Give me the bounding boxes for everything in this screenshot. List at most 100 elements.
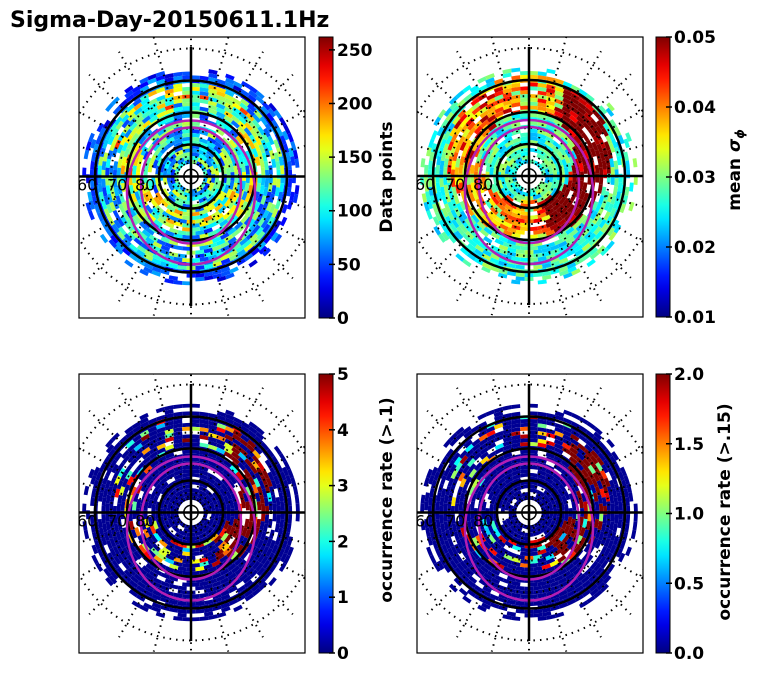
heatmap-cell: [95, 471, 103, 481]
heatmap-cell: [520, 484, 529, 490]
heatmap-cell: [231, 438, 242, 447]
heatmap-cell: [544, 204, 554, 212]
heatmap-cell: [83, 485, 90, 496]
heatmap-cell: [562, 434, 572, 442]
heatmap-cell: [454, 125, 463, 136]
heatmap-cell: [535, 524, 544, 532]
heatmap-cell: [229, 129, 239, 138]
heatmap-cell: [503, 472, 513, 481]
heatmap-cell: [570, 433, 580, 442]
heatmap-cell: [591, 477, 599, 488]
heatmap-cell: [88, 210, 95, 221]
lat-label-70: 70: [445, 175, 465, 194]
heatmap-cell: [164, 520, 172, 530]
heatmap-cell: [203, 215, 213, 222]
heatmap-cell: [613, 160, 619, 170]
heatmap-cell: [92, 479, 100, 490]
heatmap-cell: [553, 225, 563, 234]
heatmap-cell: [207, 242, 218, 249]
heatmap-cell: [85, 141, 92, 151]
heatmap-cell: [158, 141, 168, 150]
heatmap-cell: [563, 188, 571, 198]
heatmap-cell: [135, 116, 145, 125]
heatmap-cell: [529, 113, 538, 118]
heatmap-cell: [554, 78, 565, 85]
colorbar-tick-label: 1: [337, 588, 349, 608]
heatmap-cell: [486, 105, 497, 114]
heatmap-cell: [255, 95, 265, 105]
heatmap-cell: [479, 565, 490, 574]
heatmap-cell: [214, 203, 224, 212]
heatmap-cell: [430, 466, 439, 477]
heatmap-cell: [481, 261, 492, 270]
heatmap-cell: [583, 230, 593, 240]
heatmap-cell: [142, 192, 150, 203]
heatmap-cell: [572, 220, 582, 230]
heatmap-cell: [227, 572, 237, 581]
heatmap-cell: [145, 236, 155, 245]
heatmap-cell: [490, 158, 497, 169]
heatmap-cell: [457, 135, 466, 146]
heatmap-cell: [151, 606, 161, 613]
heatmap-cell: [455, 431, 465, 441]
heatmap-cell: [107, 135, 115, 146]
heatmap-cell: [140, 482, 149, 492]
heatmap-cell: [152, 577, 163, 585]
heatmap-cell: [224, 93, 234, 102]
heatmap-cell: [593, 518, 600, 529]
heatmap-cell: [275, 463, 284, 473]
heatmap-cell: [249, 512, 254, 522]
heatmap-cell: [532, 193, 542, 200]
heatmap-cell: [537, 423, 547, 429]
heatmap-cell: [191, 426, 200, 432]
heatmap-cell: [471, 478, 480, 489]
heatmap-cell: [537, 438, 547, 445]
heatmap-cell: [569, 442, 580, 451]
heatmap-cell: [496, 526, 505, 536]
heatmap-cell: [279, 518, 285, 529]
heatmap-cell: [467, 463, 477, 473]
heatmap-cell: [459, 455, 469, 465]
heatmap-cell: [83, 149, 90, 160]
heatmap-cell: [545, 123, 556, 131]
heatmap-cell: [243, 132, 252, 142]
heatmap-cell: [628, 492, 634, 502]
heatmap-cell: [214, 512, 220, 522]
heatmap-cell: [561, 495, 568, 505]
heatmap-cell: [215, 226, 225, 234]
heatmap-cell: [443, 467, 451, 477]
heatmap-cell: [133, 142, 142, 153]
heatmap-cell: [214, 176, 220, 186]
heatmap-cell: [470, 164, 475, 174]
heatmap-cell: [432, 203, 439, 214]
heatmap-cell: [575, 490, 583, 500]
heatmap-cell: [537, 86, 547, 92]
heatmap-cell: [537, 442, 547, 449]
heatmap-cell: [424, 164, 429, 174]
heatmap-cell: [453, 531, 460, 541]
heatmap-cell: [202, 512, 208, 519]
heatmap-cell: [496, 202, 506, 212]
heatmap-cell: [459, 210, 468, 221]
heatmap-cell: [580, 492, 587, 503]
heatmap-cell: [511, 438, 521, 445]
heatmap-cell: [147, 417, 158, 425]
heatmap-cell: [520, 90, 529, 95]
heatmap-cell: [454, 176, 460, 185]
heatmap-cell: [573, 580, 584, 589]
heatmap-cell: [191, 422, 200, 428]
heatmap-cell: [596, 120, 605, 130]
heatmap-cell: [529, 442, 539, 447]
heatmap-cell: [589, 123, 598, 134]
heatmap-cell: [511, 90, 521, 96]
heatmap-cell: [434, 548, 443, 558]
heatmap-cell: [506, 262, 517, 269]
heatmap-cell: [105, 167, 110, 177]
heatmap-cell: [197, 493, 206, 501]
heatmap-cell: [240, 98, 250, 107]
heatmap-cell: [181, 121, 191, 126]
heatmap-cell: [214, 212, 224, 221]
heatmap-cell: [148, 102, 158, 110]
heatmap-cell: [540, 518, 548, 527]
heatmap-cell: [501, 532, 511, 542]
